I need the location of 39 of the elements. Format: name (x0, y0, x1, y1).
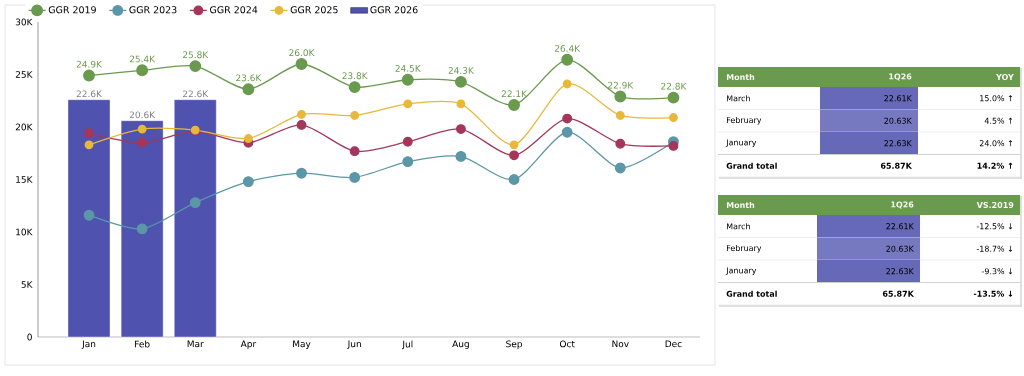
data-label: 22.1K (501, 90, 528, 97)
y-tick-label: 30K (15, 18, 33, 26)
data-label: 23.6K (236, 74, 262, 82)
x-tick-label: Nov (612, 340, 629, 348)
x-tick-label: Jul (401, 340, 413, 350)
data-label: 22.6K (183, 90, 209, 98)
data-label: 24.5K (395, 65, 421, 72)
x-tick-label: Jun (347, 340, 361, 349)
data-label: 24.9K (76, 60, 103, 68)
x-tick-label: Dec (665, 340, 682, 348)
data-label: 26.0K (289, 49, 315, 57)
legend-label: GGR 2019 (48, 6, 96, 14)
legend-label: GGR 2024 (210, 6, 258, 14)
legend-label: GGR 2026 (370, 6, 418, 14)
y-tick-label: 10K (16, 228, 33, 236)
x-tick-label: Oct (559, 340, 575, 348)
x-tick-label: Apr (240, 340, 257, 349)
data-label: 22.6K (76, 90, 103, 98)
x-tick-label: Jan (81, 340, 96, 349)
y-tick-label: 0 (27, 333, 32, 341)
y-tick-label: 25K (15, 71, 33, 78)
data-label: 20.6K (129, 111, 156, 119)
data-label: 26.4K (554, 45, 581, 52)
data-label: 22.9K (608, 81, 634, 89)
data-label: 23.8K (342, 72, 368, 80)
data-label: 22.8K (661, 82, 687, 90)
legend-label: GGR 2025 (290, 6, 338, 14)
legend-label: GGR 2023 (129, 6, 177, 14)
x-tick-label: Sep (506, 340, 523, 350)
x-tick-label: Mar (187, 340, 204, 348)
y-tick-label: 20K (15, 123, 33, 131)
data-label: 25.4K (129, 55, 156, 63)
x-tick-label: Feb (135, 340, 150, 348)
data-label: 24.3K (448, 67, 475, 74)
y-tick-label: 15K (16, 176, 33, 183)
x-tick-label: Aug (452, 340, 469, 349)
y-tick-label: 5K (21, 281, 33, 288)
x-tick-label: May (293, 340, 311, 349)
data-label: 25.8K (183, 51, 209, 59)
